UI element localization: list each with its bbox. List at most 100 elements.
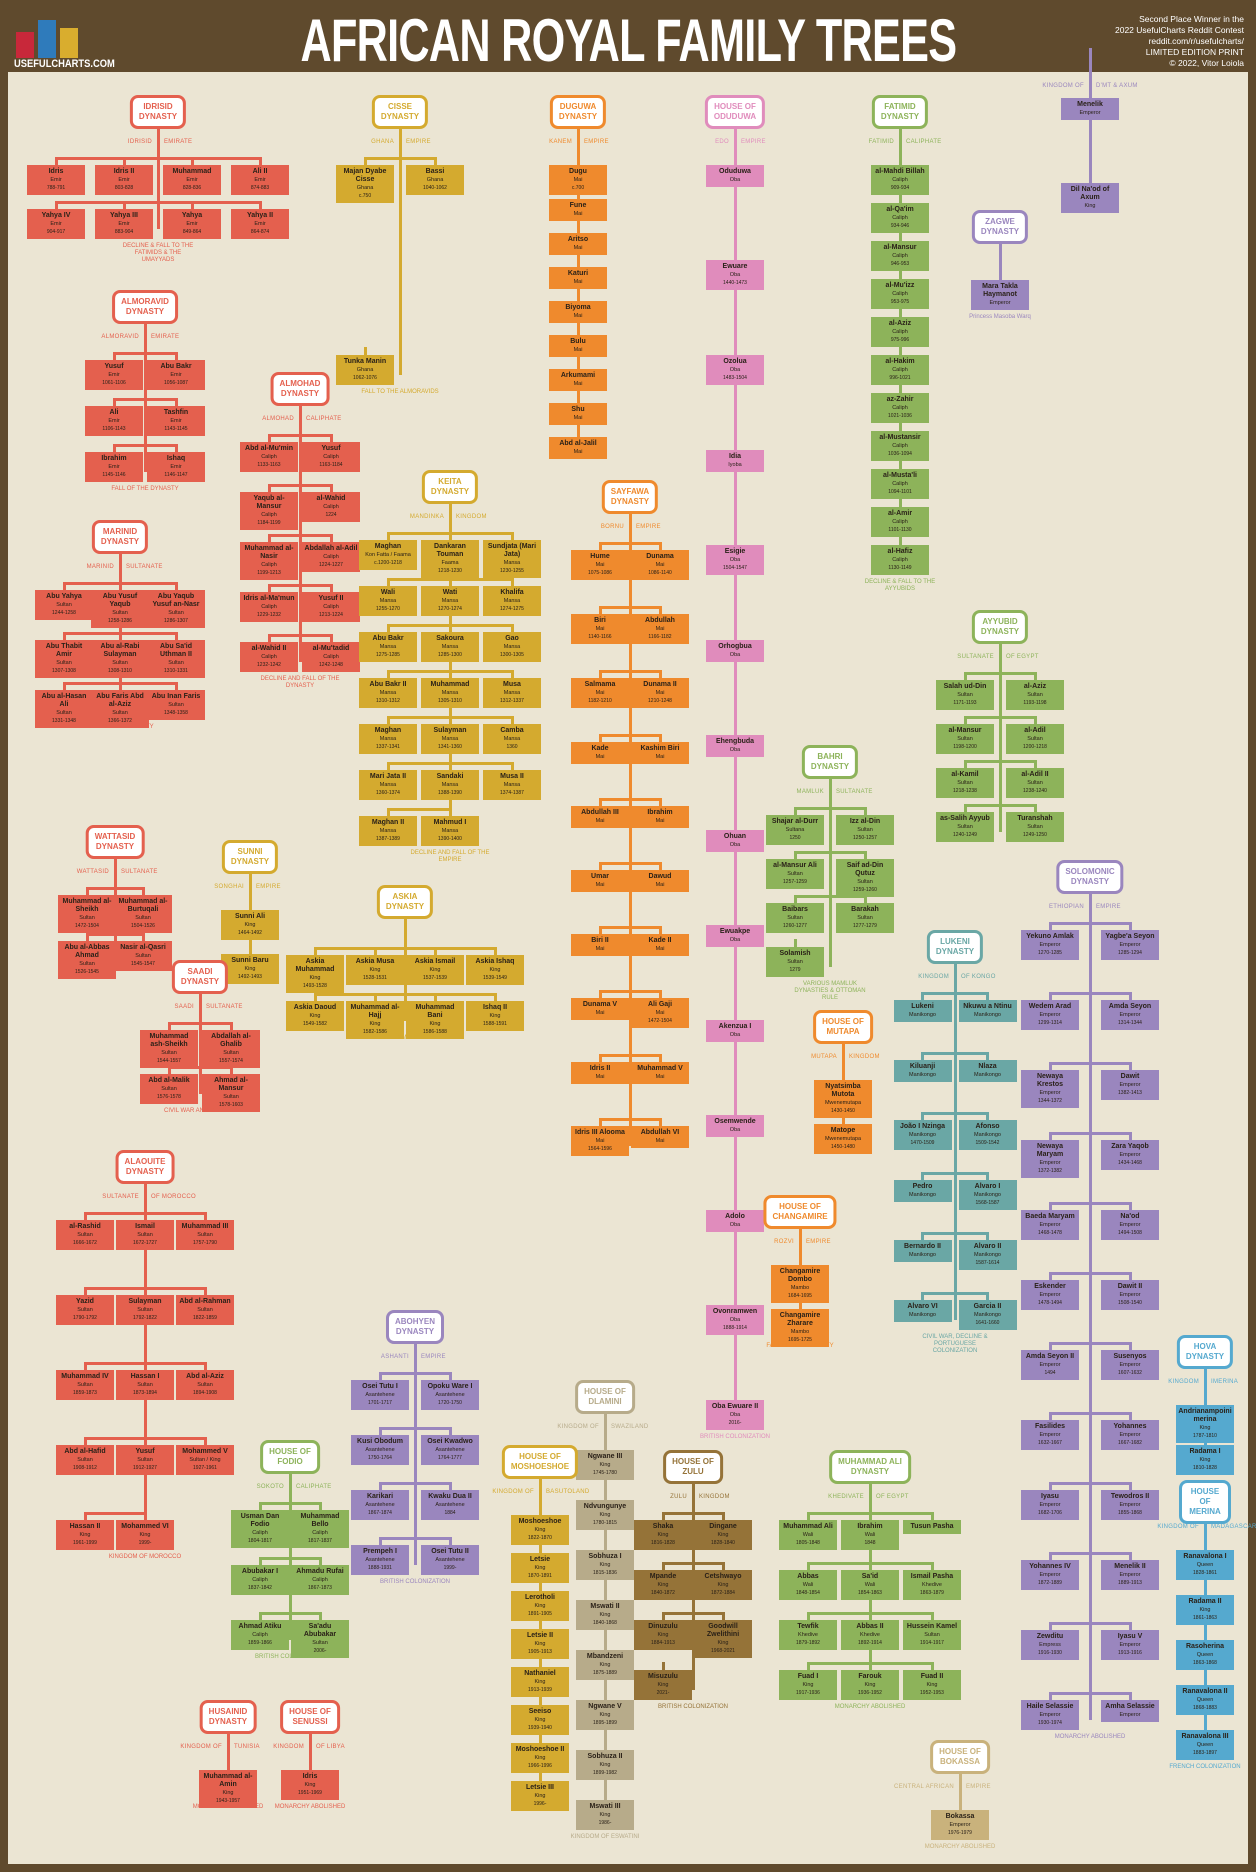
ruler-node[interactable]: Nasir al-Qasri Sultan 1545-1547	[114, 941, 172, 971]
ruler-node[interactable]: Abdallah al-Ghalib Sultan 1557-1574	[202, 1030, 260, 1068]
ruler-node[interactable]: Osei Kwadwo Asantehene 1764-1777	[421, 1435, 479, 1465]
dynasty-header[interactable]: FATIMID DYNASTY	[871, 95, 929, 129]
ruler-node[interactable]: Idris II Mai	[571, 1062, 629, 1084]
ruler-node[interactable]: Abubakar I Caliph 1837-1842	[231, 1565, 289, 1595]
ruler-node[interactable]: Askia Muhammad King 1493-1528	[286, 955, 344, 993]
ruler-node[interactable]: Askia Musa King 1528-1531	[346, 955, 404, 985]
ruler-node[interactable]: Tashfin Emir 1143-1145	[147, 406, 205, 436]
ruler-node[interactable]: Farouk King 1936-1952	[841, 1670, 899, 1700]
ruler-node[interactable]: Maghan Mansa 1337-1341	[359, 724, 417, 754]
ruler-node[interactable]: Sa'id Wali 1854-1863	[841, 1570, 899, 1600]
ruler-node[interactable]: Opoku Ware I Asantehene 1720-1750	[421, 1380, 479, 1410]
ruler-node[interactable]: Alvaro VI Manikongo	[893, 1300, 952, 1322]
ruler-node[interactable]: Ibrahim Wali 1848	[841, 1520, 899, 1550]
ruler-node[interactable]: Letsie II King 1905-1913	[511, 1629, 569, 1659]
dynasty-header[interactable]: HUSAINID DYNASTY	[199, 1700, 257, 1734]
ruler-node[interactable]: al-Wahid II Caliph 1232-1242	[240, 642, 298, 672]
ruler-node[interactable]: Seeiso King 1939-1940	[511, 1705, 569, 1735]
ruler-node[interactable]: Abu Yahya Sultan 1244-1258	[35, 590, 93, 620]
ruler-node[interactable]: al-Mu'tadid Caliph 1242-1248	[302, 642, 360, 672]
ruler-node[interactable]: Hassan I Sultan 1873-1894	[116, 1370, 174, 1400]
ruler-node[interactable]: Ahmad Atiku Caliph 1859-1866	[231, 1620, 289, 1650]
ruler-node[interactable]: Amda Seyon Emperor 1314-1344	[1101, 1000, 1159, 1030]
ruler-node[interactable]: Maghan Kon Fatta / Faama c.1200-1218	[359, 540, 417, 570]
ruler-node[interactable]: Hussein Kamel Sultan 1914-1917	[903, 1620, 961, 1650]
ruler-node[interactable]: Ismail Pasha Khedive 1863-1879	[903, 1570, 961, 1600]
ruler-node[interactable]: Abd al-Aziz Sultan 1894-1908	[176, 1370, 234, 1400]
ruler-node[interactable]: Lukeni Manikongo	[893, 1000, 952, 1022]
ruler-node[interactable]: Adolo Oba	[706, 1210, 764, 1232]
ruler-node[interactable]: Salmama Mai 1182-1210	[571, 678, 629, 708]
dynasty-header[interactable]: HOUSE OF FODIO	[260, 1440, 320, 1474]
ruler-node[interactable]: Tewfik Khedive 1879-1892	[779, 1620, 837, 1650]
ruler-node[interactable]: Muhammad Bello Caliph 1817-1837	[291, 1510, 349, 1548]
ruler-node[interactable]: Bassi Ghana 1040-1062	[406, 165, 464, 195]
ruler-node[interactable]: Ranavalona II Queen 1868-1883	[1176, 1685, 1234, 1715]
dynasty-header[interactable]: DUGUWA DYNASTY	[549, 95, 607, 129]
ruler-node[interactable]: Shu Mai	[549, 403, 607, 425]
ruler-node[interactable]: Abu Thabit Amir Sultan 1307-1308	[35, 640, 93, 678]
ruler-node[interactable]: Amha Selassie Emperor	[1101, 1700, 1159, 1722]
dynasty-header[interactable]: WATTASID DYNASTY	[85, 825, 145, 859]
ruler-node[interactable]: Moshoeshoe II King 1966-1996	[511, 1743, 569, 1773]
ruler-node[interactable]: Sobhuza II King 1899-1982	[576, 1750, 634, 1780]
ruler-node[interactable]: Salah ud-Din Sultan 1171-1193	[936, 680, 994, 710]
ruler-node[interactable]: Baeda Maryam Emperor 1468-1478	[1021, 1210, 1079, 1240]
ruler-node[interactable]: Abdullah III Mai	[571, 806, 629, 828]
ruler-node[interactable]: Abu Bakr Emir 1056-1087	[147, 360, 205, 390]
ruler-node[interactable]: Sa'adu Abubakar Sultan 2006-	[291, 1620, 349, 1658]
ruler-node[interactable]: Yaqub al-Mansur Caliph 1184-1199	[240, 492, 298, 530]
ruler-node[interactable]: Yahya IV Emir 904-917	[27, 209, 85, 239]
ruler-node[interactable]: Akenzua I Oba	[706, 1020, 764, 1042]
ruler-node[interactable]: Muhammad Mansa 1305-1310	[421, 678, 479, 708]
ruler-node[interactable]: Rasoherina Queen 1863-1868	[1176, 1640, 1234, 1670]
ruler-node[interactable]: Abbas II Khedive 1892-1914	[841, 1620, 899, 1650]
ruler-node[interactable]: al-Qa'im Caliph 934-946	[871, 203, 929, 233]
ruler-node[interactable]: Katuri Mai	[549, 267, 607, 289]
dynasty-header[interactable]: BAHRI DYNASTY	[801, 745, 859, 779]
ruler-node[interactable]: Shaka King 1816-1828	[634, 1520, 692, 1550]
ruler-node[interactable]: Yahya Emir 849-864	[163, 209, 221, 239]
ruler-node[interactable]: Khalifa Mansa 1274-1275	[483, 586, 541, 616]
dynasty-header[interactable]: HOUSE OF MUTAPA	[813, 1010, 873, 1044]
dynasty-header[interactable]: LUKENI DYNASTY	[926, 930, 984, 964]
ruler-node[interactable]: Ngwane III King 1745-1780	[576, 1450, 634, 1480]
ruler-node[interactable]: Ahmad al-Mansur Sultan 1578-1603	[202, 1074, 260, 1112]
ruler-node[interactable]: Yohannes IV Emperor 1872-1889	[1021, 1560, 1079, 1590]
ruler-node[interactable]: Mbandzeni King 1875-1889	[576, 1650, 634, 1680]
dynasty-header[interactable]: ALMOHAD DYNASTY	[270, 372, 330, 406]
ruler-node[interactable]: Ismail Sultan 1672-1727	[116, 1220, 174, 1250]
ruler-node[interactable]: Abu Inan Faris Sultan 1348-1358	[147, 690, 205, 720]
ruler-node[interactable]: Muhammad Emir 828-836	[163, 165, 221, 195]
dynasty-header[interactable]: HOUSE OF BOKASSA	[930, 1740, 990, 1774]
ruler-node[interactable]: Askia Daoud King 1549-1582	[286, 1001, 344, 1031]
ruler-node[interactable]: Iyasu Emperor 1682-1706	[1021, 1490, 1079, 1520]
ruler-node[interactable]: Abdullah Mai 1166-1182	[631, 614, 689, 644]
dynasty-header[interactable]: SAADI DYNASTY	[171, 960, 229, 994]
dynasty-header[interactable]: ALMORAVID DYNASTY	[112, 290, 178, 324]
ruler-node[interactable]: Dawud Mai	[631, 870, 689, 892]
ruler-node[interactable]: Prempeh I Asantehene 1888-1931	[351, 1545, 409, 1575]
ruler-node[interactable]: Yusuf Sultan 1912-1927	[116, 1445, 174, 1475]
ruler-node[interactable]: Mswati III King 1986-	[576, 1800, 634, 1830]
ruler-node[interactable]: Muhammad al-Sheikh Sultan 1472-1504	[58, 895, 116, 933]
ruler-node[interactable]: Barakah Sultan 1277-1279	[836, 903, 894, 933]
ruler-node[interactable]: Ranavalona I Queen 1828-1861	[1176, 1550, 1234, 1580]
ruler-node[interactable]: Oba Ewuare II Oba 2016-	[706, 1400, 764, 1430]
ruler-node[interactable]: Eskender Emperor 1478-1494	[1021, 1280, 1079, 1310]
ruler-node[interactable]: Abd al-Mu'min Caliph 1133-1163	[240, 442, 298, 472]
ruler-node[interactable]: Sundjata (Mari Jata) Mansa 1230-1255	[483, 540, 541, 578]
ruler-node[interactable]: Idia Iyoba	[706, 450, 764, 472]
ruler-node[interactable]: Mohammed V Sultan / King 1927-1961	[176, 1445, 234, 1475]
ruler-node[interactable]: Abu Yusuf Yaqub Sultan 1258-1286	[91, 590, 149, 628]
ruler-node[interactable]: al-Mansur Ali Sultan 1257-1259	[766, 859, 824, 889]
ruler-node[interactable]: Idris Emir 788-791	[27, 165, 85, 195]
ruler-node[interactable]: Yusuf Caliph 1163-1184	[302, 442, 360, 472]
ruler-node[interactable]: Afonso Manikongo 1509-1542	[958, 1120, 1017, 1150]
dynasty-header[interactable]: HOUSE OF SENUSSI	[280, 1700, 340, 1734]
ruler-node[interactable]: Askia Ismail King 1537-1539	[406, 955, 464, 985]
ruler-node[interactable]: Sulayman Mansa 1341-1360	[421, 724, 479, 754]
ruler-node[interactable]: Nyatsimba Mutota Mwenemutapa 1430-1450	[814, 1080, 872, 1118]
ruler-node[interactable]: Wati Mansa 1270-1274	[421, 586, 479, 616]
ruler-node[interactable]: Dil Na'od of Axum King	[1061, 183, 1119, 213]
